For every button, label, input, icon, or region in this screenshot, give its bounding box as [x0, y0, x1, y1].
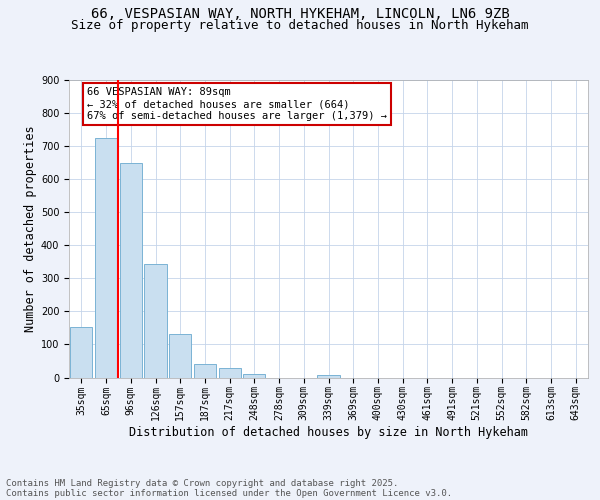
- Bar: [243, 374, 265, 378]
- Bar: [317, 375, 340, 378]
- Bar: [95, 138, 117, 378]
- Text: Size of property relative to detached houses in North Hykeham: Size of property relative to detached ho…: [71, 19, 529, 32]
- Bar: [194, 364, 216, 378]
- Bar: [145, 264, 167, 378]
- Bar: [70, 327, 92, 378]
- Text: Contains public sector information licensed under the Open Government Licence v3: Contains public sector information licen…: [6, 488, 452, 498]
- Text: 66 VESPASIAN WAY: 89sqm
← 32% of detached houses are smaller (664)
67% of semi-d: 66 VESPASIAN WAY: 89sqm ← 32% of detache…: [87, 88, 387, 120]
- Y-axis label: Number of detached properties: Number of detached properties: [23, 126, 37, 332]
- Text: 66, VESPASIAN WAY, NORTH HYKEHAM, LINCOLN, LN6 9ZB: 66, VESPASIAN WAY, NORTH HYKEHAM, LINCOL…: [91, 8, 509, 22]
- Bar: [169, 334, 191, 378]
- Bar: [119, 164, 142, 378]
- X-axis label: Distribution of detached houses by size in North Hykeham: Distribution of detached houses by size …: [129, 426, 528, 439]
- Bar: [218, 368, 241, 378]
- Text: Contains HM Land Registry data © Crown copyright and database right 2025.: Contains HM Land Registry data © Crown c…: [6, 478, 398, 488]
